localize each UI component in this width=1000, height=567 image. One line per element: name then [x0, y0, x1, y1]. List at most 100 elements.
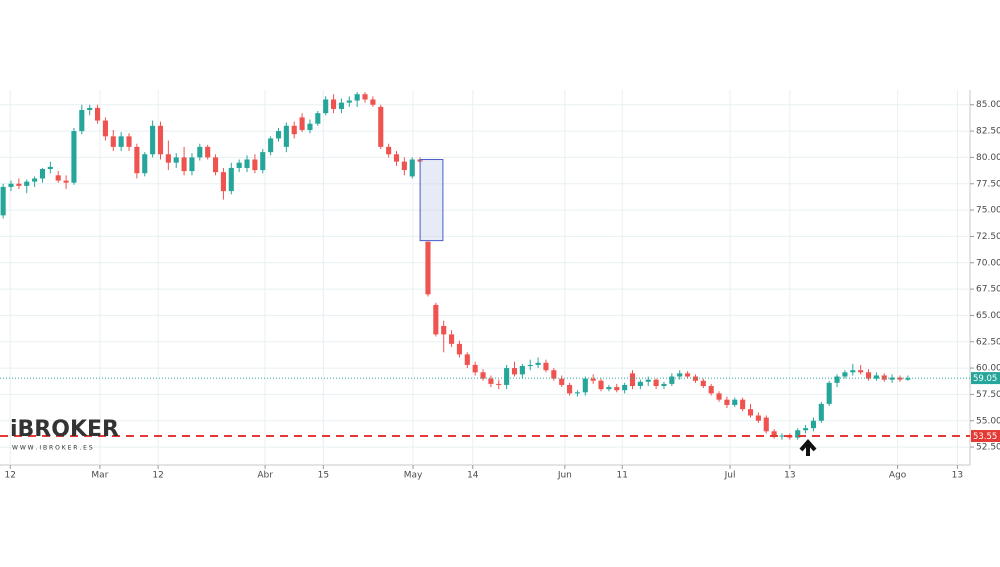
candle-body	[24, 181, 30, 186]
candle-body	[55, 175, 61, 181]
candle-body	[897, 377, 903, 380]
x-tick-label: 11	[617, 471, 628, 481]
candle-body	[834, 376, 840, 383]
candle-body	[283, 125, 289, 147]
candle-body	[527, 364, 533, 366]
x-tick-label: May	[404, 471, 423, 481]
candle-body	[826, 382, 832, 404]
grid: 52.50 55.00 57.50 60.00 62.50 65.00 67.50 70.00…	[0, 90, 1000, 481]
candle-body	[535, 362, 541, 365]
overlays: 59.05 53.55	[0, 159, 1000, 443]
candle-body	[401, 161, 407, 171]
y-tick-label: 57.50	[976, 390, 1000, 400]
candle-body	[181, 157, 187, 172]
price-label-box	[971, 372, 1000, 385]
y-tick-label: 85.00	[976, 100, 1000, 110]
candle-body	[504, 368, 510, 385]
y-tick-label: 55.00	[976, 416, 1000, 426]
candle-body	[614, 387, 620, 391]
x-tick-label: 12	[152, 471, 163, 481]
candle-body	[708, 385, 714, 394]
y-tick-label: 80.00	[976, 153, 1000, 163]
candle-body	[39, 169, 46, 179]
candle-body	[551, 370, 557, 379]
candle-body	[63, 180, 69, 183]
candle-body	[519, 365, 525, 375]
candle-body	[370, 99, 376, 105]
candle-body	[220, 172, 226, 192]
candle-body	[212, 157, 219, 173]
candle-body	[763, 417, 769, 432]
annotation-box	[419, 159, 444, 242]
candle-body	[110, 136, 116, 147]
candle-body	[118, 136, 124, 147]
candle-body	[8, 183, 14, 187]
candle-body	[747, 409, 754, 416]
candle-body	[456, 343, 462, 355]
candle-body	[268, 138, 274, 153]
candle-body	[275, 131, 282, 139]
price-label-box	[971, 430, 1000, 443]
y-tick-label: 70.00	[976, 258, 1000, 268]
x-tick-label: Jul	[724, 471, 736, 481]
candle-body	[865, 372, 872, 379]
candle-body	[197, 146, 203, 158]
y-tick-label: 72.50	[976, 232, 1000, 242]
x-tick-label: 12	[5, 471, 16, 481]
candle-body	[850, 370, 856, 373]
candle-body	[574, 392, 580, 394]
candle-body	[480, 372, 486, 379]
candle-body	[307, 123, 313, 131]
candle-body	[779, 435, 785, 437]
candle-body	[818, 403, 824, 421]
candle-body	[354, 94, 360, 101]
candle-body	[511, 368, 518, 375]
candle-body	[433, 304, 439, 335]
candle-body	[102, 120, 108, 137]
candle-body	[362, 94, 368, 100]
candle-body	[873, 375, 879, 379]
y-tick-label: 67.50	[976, 285, 1000, 295]
candle-body	[559, 378, 565, 385]
candle-body	[378, 106, 384, 147]
candle-body	[590, 378, 596, 381]
x-tick-label: Jun	[557, 471, 572, 481]
y-tick-label: 52.50	[976, 443, 1000, 453]
y-tick-label: 75.00	[976, 206, 1000, 216]
candle-body	[338, 102, 344, 109]
candle-body	[905, 378, 911, 380]
y-tick-label: 65.00	[976, 311, 1000, 321]
candle-body	[677, 373, 683, 377]
candle-body	[606, 387, 612, 390]
candle-body	[157, 125, 164, 155]
candle-body	[142, 154, 148, 174]
candle-body	[661, 383, 667, 386]
candle-body	[173, 157, 179, 163]
y-tick-label: 60.00	[976, 364, 1000, 374]
candle-body	[724, 399, 730, 405]
candle-body	[315, 113, 321, 124]
logo-url: W W W . I B R O K E R . E S	[12, 445, 93, 452]
price-label: 59.05	[973, 374, 997, 384]
candle-body	[464, 354, 470, 365]
candle-body	[71, 131, 77, 183]
candle-body	[881, 375, 887, 380]
candle-body	[16, 183, 22, 186]
candle-body	[740, 399, 746, 410]
candle-body	[346, 100, 352, 103]
arrow-annotation	[799, 438, 817, 456]
candle-body	[842, 372, 848, 377]
candle-body	[810, 420, 817, 429]
y-tick-label: 62.50	[976, 337, 1000, 347]
candle-body	[645, 379, 651, 382]
candle-body	[47, 166, 53, 170]
candle-body	[488, 378, 494, 384]
candle-body	[291, 125, 297, 135]
candle-body	[732, 399, 738, 405]
candle-body	[236, 162, 242, 168]
price-label: 53.55	[973, 432, 997, 442]
candle-body	[637, 381, 643, 386]
candle-body	[0, 186, 6, 216]
